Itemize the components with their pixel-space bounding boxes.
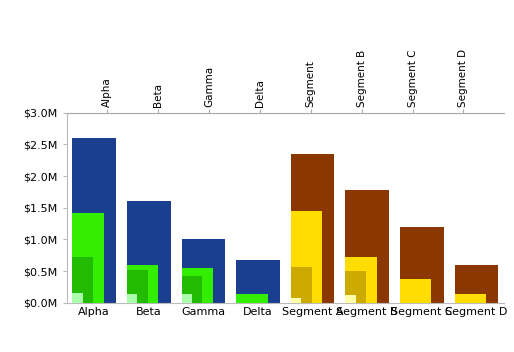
Bar	[236, 260, 280, 303]
Bar	[291, 298, 301, 303]
Bar	[236, 295, 268, 303]
Bar	[127, 295, 137, 303]
Bar	[127, 270, 148, 303]
Bar	[400, 227, 444, 303]
Bar	[72, 293, 83, 303]
Bar	[400, 279, 431, 303]
Bar	[291, 211, 322, 303]
Bar	[181, 268, 213, 303]
Bar	[181, 239, 225, 303]
Bar	[345, 190, 389, 303]
Bar	[127, 201, 171, 303]
Bar	[345, 257, 377, 303]
Bar	[454, 295, 486, 303]
Bar	[181, 276, 203, 303]
Bar	[72, 138, 116, 303]
Bar	[72, 213, 104, 303]
Bar	[345, 271, 366, 303]
Bar	[72, 257, 93, 303]
Bar	[454, 265, 498, 303]
Bar	[291, 154, 335, 303]
Bar	[291, 266, 311, 303]
Bar	[181, 295, 192, 303]
Bar	[127, 265, 158, 303]
Bar	[345, 295, 356, 303]
